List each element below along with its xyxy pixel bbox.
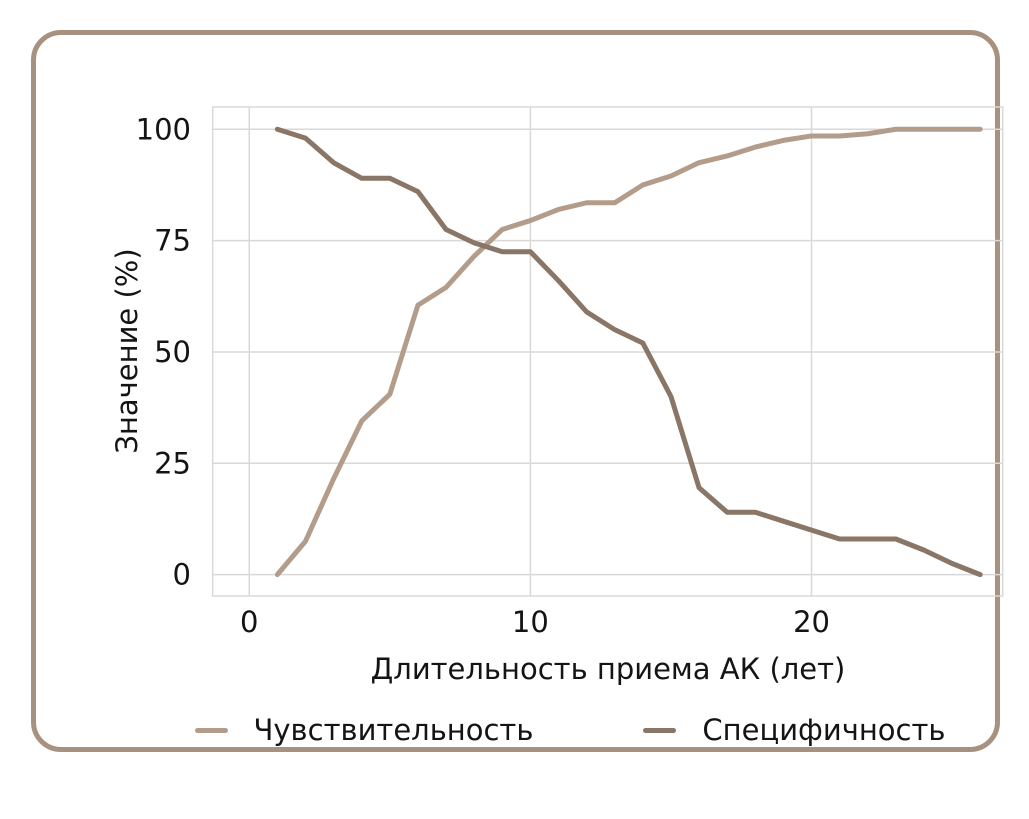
y-axis-title: Значение (%)	[110, 248, 144, 454]
legend-label-specificity: Специфичность	[702, 713, 946, 747]
chart-card: 0 10 20 0 25 50 75 100 Значение (%) Длительност…	[31, 30, 1004, 752]
legend-item-sensitivity: Чувствительность	[194, 713, 534, 747]
legend-label-sensitivity: Чувствительность	[253, 713, 534, 747]
y-tick-label: 25	[154, 446, 191, 480]
x-axis-title: Длительность приема АК (лет)	[370, 652, 846, 686]
line-chart: 0 10 20 0 25 50 75 100	[136, 106, 1004, 639]
y-tick-label: 100	[136, 112, 191, 146]
x-tick-label: 10	[512, 605, 549, 639]
legend-item-specificity: Специфичность	[643, 713, 945, 747]
y-tick-label: 0	[173, 558, 191, 592]
y-tick-label: 75	[154, 224, 191, 258]
legend: Чувствительность Специфичность	[135, 713, 1005, 747]
x-tick-label: 20	[793, 605, 830, 639]
plot-border	[211, 106, 1004, 597]
series-line-1	[274, 126, 983, 578]
legend-swatch-sensitivity	[194, 727, 228, 733]
legend-swatch-specificity	[643, 727, 677, 733]
y-tick-label: 50	[154, 335, 191, 369]
x-tick-label: 0	[240, 605, 258, 639]
series-line-0	[274, 126, 983, 578]
